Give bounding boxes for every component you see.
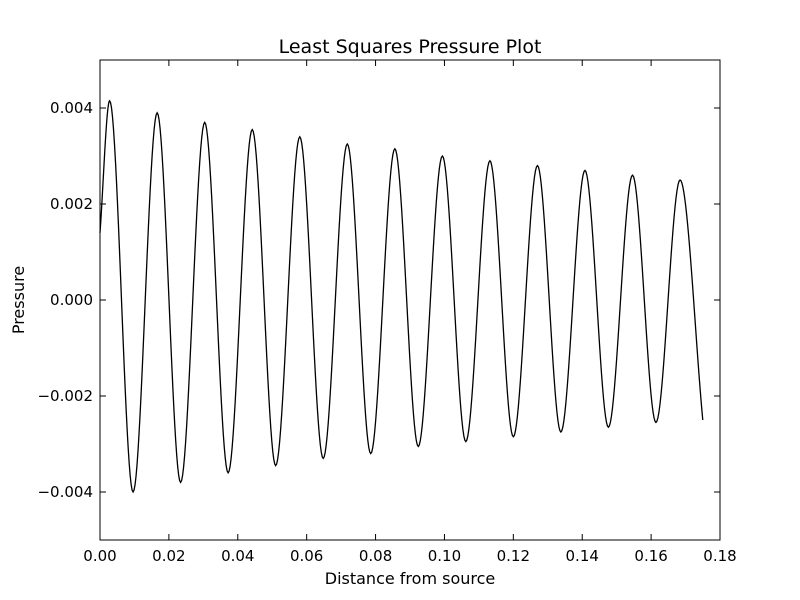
y-tick-label: 0.002	[50, 195, 93, 213]
x-tick-label: 0.12	[497, 547, 530, 565]
y-axis-label: Pressure	[9, 266, 28, 334]
x-axis-label: Distance from source	[325, 569, 496, 588]
x-tick-label: 0.18	[703, 547, 736, 565]
x-tick-label: 0.00	[83, 547, 116, 565]
x-tick-label: 0.06	[290, 547, 323, 565]
x-tick-label: 0.04	[221, 547, 254, 565]
x-tick-label: 0.02	[152, 547, 185, 565]
x-tick-label: 0.16	[634, 547, 667, 565]
x-tick-label: 0.08	[359, 547, 392, 565]
series-line-pressure	[99, 99, 704, 494]
y-tick-label: 0.000	[50, 291, 93, 309]
y-axis-ticks: −0.004 −0.002 0.000 0.002 0.004	[37, 99, 720, 501]
x-tick-label: 0.14	[566, 547, 599, 565]
y-tick-label: 0.004	[50, 99, 93, 117]
y-tick-label: −0.004	[37, 483, 93, 501]
y-tick-label: −0.002	[37, 387, 93, 405]
x-axis-ticks: 0.00 0.02 0.04 0.06 0.08 0.10 0.12 0.14 0.16 0.18	[83, 60, 737, 565]
x-tick-label: 0.10	[428, 547, 461, 565]
chart-title: Least Squares Pressure Plot	[279, 36, 542, 58]
